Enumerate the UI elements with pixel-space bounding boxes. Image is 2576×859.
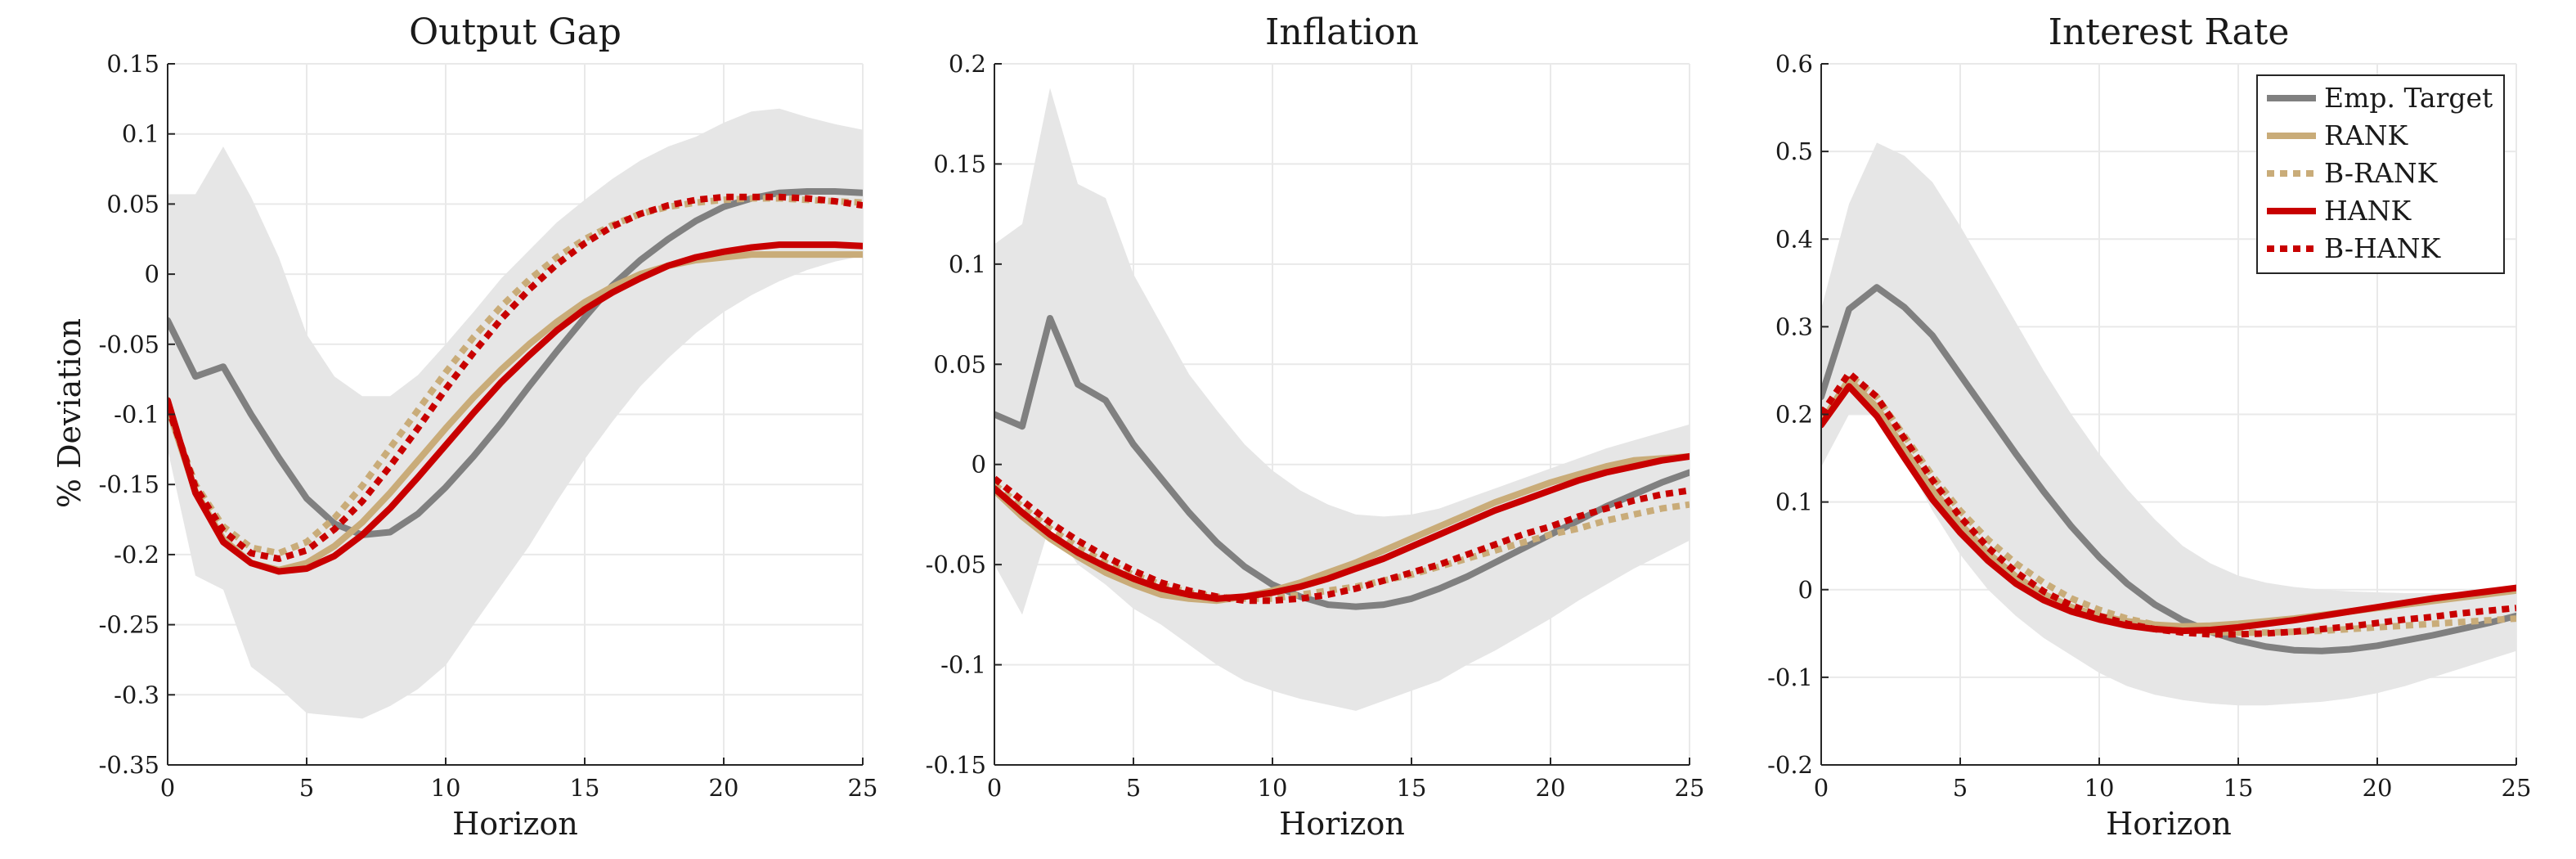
y-tick-label: 0.05 xyxy=(106,190,159,218)
y-tick-label: 0.2 xyxy=(949,50,986,78)
legend-label-bhank: B-HANK xyxy=(2324,232,2441,264)
series-line-brank-output-gap xyxy=(168,195,863,557)
x-tick-label: 15 xyxy=(2224,774,2254,802)
x-axis-label-interest-rate: Horizon xyxy=(2106,806,2232,842)
x-tick-label: 5 xyxy=(1953,774,1968,802)
series-line-bhank-interest-rate xyxy=(1821,370,2516,638)
y-tick-label: -0.2 xyxy=(114,541,159,569)
chart-title-interest-rate: Interest Rate xyxy=(2049,11,2290,53)
y-tick-label: -0.25 xyxy=(99,611,159,639)
panel-output-gap: Output Gap % Deviation Horizon -0.35-0.3… xyxy=(52,11,877,842)
y-tick-label: -0.05 xyxy=(99,331,159,358)
y-tick-label: 0.4 xyxy=(1775,225,1813,253)
x-tick-label: 0 xyxy=(987,774,1002,802)
x-tick-label: 25 xyxy=(848,774,878,802)
y-tick-label: 0.6 xyxy=(1775,50,1813,78)
series-line-hank-inflation xyxy=(994,452,1690,602)
y-tick-label: 0.2 xyxy=(1775,401,1813,429)
chart-title-output-gap: Output Gap xyxy=(409,11,622,53)
y-tick-label: 0 xyxy=(972,451,986,479)
y-tick-label: 0.15 xyxy=(933,150,986,178)
series-line-rank-inflation xyxy=(994,452,1690,605)
series-line-bhank-output-gap xyxy=(168,193,863,562)
series-line-hank-output-gap xyxy=(168,241,863,575)
x-tick-label: 10 xyxy=(431,774,461,802)
x-tick-label: 5 xyxy=(299,774,314,802)
x-tick-label: 10 xyxy=(2085,774,2115,802)
chart-title-inflation: Inflation xyxy=(1265,11,1419,53)
series-line-emp-inflation xyxy=(994,315,1690,610)
legend-entry-hank: HANK xyxy=(2267,195,2412,227)
x-tick-label: 20 xyxy=(1536,774,1566,802)
x-tick-label: 15 xyxy=(570,774,600,802)
panel-inflation: Inflation Horizon -0.15 -0.1 -0.05 0 0.05 0.1… xyxy=(926,11,1705,842)
y-tick-label: -0.1 xyxy=(940,651,986,679)
legend-label-emp: Emp. Target xyxy=(2324,82,2493,114)
x-axis-label-output-gap: Horizon xyxy=(452,806,578,842)
y-tick-label: 0.5 xyxy=(1775,137,1813,165)
y-tick-label: -0.35 xyxy=(99,751,159,779)
y-tick-label: 0 xyxy=(1798,576,1813,604)
y-tick-label: -0.1 xyxy=(114,401,159,429)
series-line-emp-output-gap xyxy=(168,188,863,538)
legend-label-rank: RANK xyxy=(2324,119,2409,151)
legend-entry-rank: RANK xyxy=(2267,119,2409,151)
x-tick-label: 25 xyxy=(2502,774,2532,802)
y-tick-label: 0.05 xyxy=(933,350,986,378)
plot-area-inflation: -0.15 -0.1 -0.05 0 0.05 0.1 0.15 0.2 0 5 10 15 20 25 xyxy=(926,50,1705,802)
x-tick-label: 10 xyxy=(1258,774,1288,802)
series-line-brank-inflation xyxy=(994,482,1690,602)
x-tick-label: 25 xyxy=(1675,774,1705,802)
series-line-bhank-inflation xyxy=(994,475,1690,605)
x-tick-label: 15 xyxy=(1397,774,1427,802)
y-tick-label: -0.05 xyxy=(926,551,986,578)
y-tick-label: 0.1 xyxy=(949,250,986,278)
legend-entry-emp: Emp. Target xyxy=(2267,82,2493,114)
y-tick-label: -0.15 xyxy=(926,751,986,779)
x-axis-label-inflation: Horizon xyxy=(1279,806,1405,842)
x-tick-label: 5 xyxy=(1126,774,1141,802)
x-tick-label: 0 xyxy=(1814,774,1829,802)
series-line-emp-interest-rate xyxy=(1821,284,2516,654)
y-tick-label: -0.3 xyxy=(114,681,159,708)
y-tick-label: -0.1 xyxy=(1767,663,1813,691)
legend-label-hank: HANK xyxy=(2324,195,2412,227)
y-axis-label-output-gap: % Deviation xyxy=(52,318,88,508)
y-tick-label: -0.15 xyxy=(99,470,159,498)
plot-area-output-gap: -0.35 -0.3 -0.25 -0.2 -0.15 -0.1 -0.05 0 0.05 0.1… xyxy=(99,50,878,802)
legend-entry-brank: B-RANK xyxy=(2267,157,2439,189)
y-tick-label: 0.3 xyxy=(1775,313,1813,340)
y-tick-label: 0.1 xyxy=(1775,488,1813,516)
legend-entry-bhank: B-HANK xyxy=(2267,232,2441,264)
x-tick-label: 20 xyxy=(2363,774,2393,802)
y-tick-label: 0.1 xyxy=(122,120,159,148)
legend-label-brank: B-RANK xyxy=(2324,157,2439,189)
y-tick-label: 0 xyxy=(145,260,159,288)
y-tick-label: -0.2 xyxy=(1767,751,1813,779)
x-tick-label: 0 xyxy=(160,774,175,802)
y-tick-label: 0.15 xyxy=(106,50,159,78)
x-tick-label: 20 xyxy=(709,774,739,802)
legend: Emp. Target RANK B-RANK HANK B-HANK xyxy=(2256,74,2505,274)
